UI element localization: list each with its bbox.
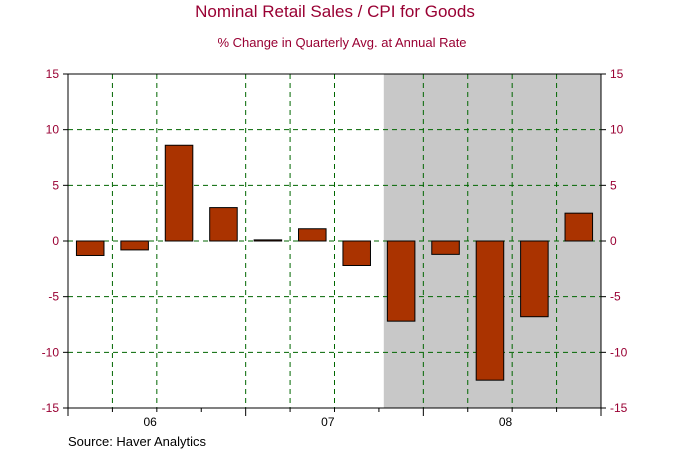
bar-2008Q1 — [431, 240, 460, 255]
ytick-label-left: 15 — [46, 67, 60, 81]
xtick-label-year: 06 — [143, 415, 157, 429]
xtick-label-year: 07 — [321, 415, 335, 429]
bar-2008Q2 — [475, 240, 505, 381]
bar-2007Q2 — [298, 228, 327, 242]
ytick-label-right: 5 — [610, 178, 617, 192]
ytick-label-left: 5 — [52, 178, 59, 192]
bar-2007Q4 — [386, 240, 416, 322]
ytick-label-left: 0 — [52, 234, 59, 248]
ytick-label-right: -5 — [610, 290, 621, 304]
bar-2008Q3 — [520, 240, 549, 318]
chart-title: Nominal Retail Sales / CPI for Goods — [195, 2, 475, 21]
ytick-label-right: 15 — [610, 67, 624, 81]
bar-2007Q1 — [253, 239, 283, 242]
bar-2006Q4 — [209, 207, 238, 242]
ytick-label-right: -15 — [610, 401, 628, 415]
bar-2006Q3 — [164, 144, 194, 242]
bar-2007Q3 — [342, 240, 371, 266]
ytick-label-right: -10 — [610, 345, 628, 359]
bar-2008Q4 — [564, 212, 594, 242]
chart-subtitle: % Change in Quarterly Avg. at Annual Rat… — [217, 35, 466, 50]
xtick-label-year: 08 — [499, 415, 513, 429]
bar-2006Q2 — [120, 240, 149, 251]
ytick-label-right: 0 — [610, 234, 617, 248]
ytick-label-left: -15 — [42, 401, 60, 415]
ytick-label-left: -5 — [48, 290, 59, 304]
ytick-label-right: 10 — [610, 123, 624, 137]
ytick-label-left: 10 — [46, 123, 60, 137]
ytick-label-left: -10 — [42, 345, 60, 359]
bar-2006Q1 — [75, 240, 105, 256]
source-note: Source: Haver Analytics — [68, 434, 207, 449]
